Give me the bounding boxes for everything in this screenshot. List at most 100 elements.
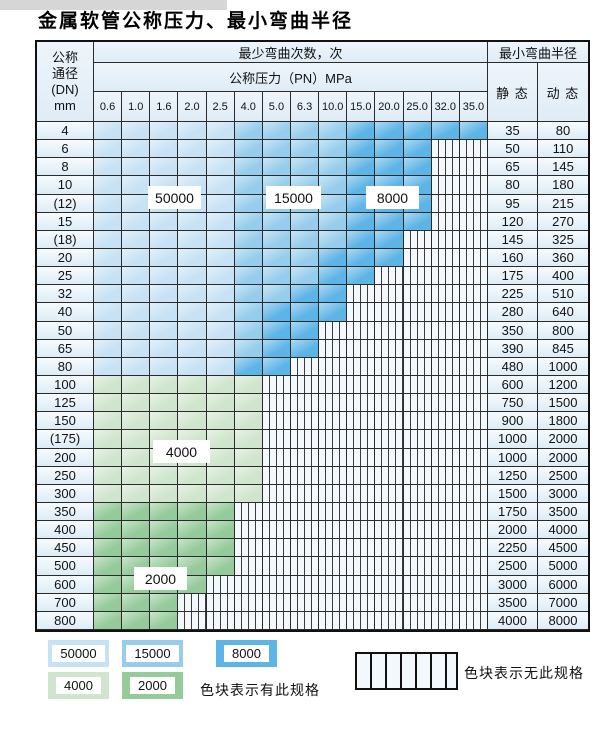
no-spec-cell [403,248,432,268]
no-spec-cell [375,575,404,594]
spec-cell [206,158,235,177]
spec-cell [150,212,179,231]
pressure-tick: 0.6 [94,92,123,122]
no-spec-cell [431,448,460,467]
no-spec-cell [403,502,432,522]
dynamic-value-cell: 325 [537,230,588,249]
spec-cell [94,448,123,467]
no-spec-cell [347,466,376,485]
no-spec-cell [290,539,320,558]
spec-cell [234,394,263,413]
no-spec-cell [262,412,291,431]
dynamic-value-cell: 6000 [537,575,588,594]
no-spec-cell [319,466,348,485]
no-spec-cell [262,430,291,449]
dn-cell: 300 [37,484,94,503]
no-spec-cell [262,557,291,576]
spec-cell [122,539,151,558]
dynamic-value-cell: 845 [537,339,588,358]
spec-cell [403,158,432,177]
cycle-count-label: 2000 [134,567,187,590]
spec-cell [206,140,235,159]
spec-cell [122,430,151,449]
no-spec-cell [234,539,263,558]
dynamic-value-cell: 1000 [537,357,588,376]
no-spec-cell [206,593,235,612]
no-spec-cell [290,430,320,449]
legend-swatch: 50000 [48,640,109,667]
spec-cell [94,466,123,485]
spec-cell [150,394,179,413]
spec-cell [206,466,235,485]
no-spec-cell [319,321,348,340]
spec-cell [178,539,207,558]
spec-cell [94,484,123,503]
no-spec-cell [290,357,320,376]
spec-cell [122,140,151,159]
spec-cell [375,122,404,141]
dynamic-value-cell: 270 [537,212,588,231]
no-spec-cell [375,375,404,395]
no-spec-cell [403,593,432,612]
spec-cell [178,484,207,503]
static-value-cell: 1500 [487,484,538,503]
static-value-cell: 120 [487,212,538,231]
spec-cell [290,140,320,159]
dn-cell: 65 [37,339,94,358]
pressure-tick: 15.0 [347,92,376,122]
static-value-cell: 1250 [487,466,538,485]
cycle-count-label: 50000 [148,186,201,209]
spec-cell [94,593,123,612]
spec-cell [403,212,432,231]
spec-cell [94,521,123,540]
no-spec-cell [347,394,376,413]
no-spec-cell [375,394,404,413]
no-spec-cell [234,521,263,540]
legend-no-spec-swatch [355,652,458,690]
no-spec-cell [234,502,263,522]
no-spec-cell [459,339,488,358]
static-value-cell: 600 [487,375,538,395]
legend-has-spec-text: 色块表示有此规格 [200,682,320,698]
spec-cell [150,230,179,249]
spec-cell [206,430,235,449]
spec-cell [178,267,207,286]
static-value-cell: 900 [487,412,538,431]
spec-cell [178,412,207,431]
dn-cell: 125 [37,394,94,413]
no-spec-cell [375,611,404,630]
spec-cell [262,357,291,376]
spec-cell [262,230,291,249]
no-spec-cell [403,375,432,395]
spec-cell [234,430,263,449]
static-value-cell: 175 [487,267,538,286]
dn-cell: 600 [37,575,94,594]
spec-cell [206,484,235,503]
spec-cell [319,212,348,231]
no-spec-cell [375,357,404,376]
no-spec-cell [234,557,263,576]
static-value-cell: 1000 [487,448,538,467]
dn-header-line: mm [54,97,76,113]
spec-cell [234,448,263,467]
dynamic-value-cell: 7000 [537,593,588,612]
no-spec-cell [403,611,432,630]
spec-cell [347,122,376,141]
no-spec-cell [319,357,348,376]
spec-cell [122,394,151,413]
dn-cell: 32 [37,285,94,304]
dn-cell: 4 [37,122,94,141]
static-value-cell: 2000 [487,521,538,540]
dn-cell: 400 [37,521,94,540]
no-spec-cell [234,593,263,612]
no-spec-cell [459,248,488,268]
dynamic-value-cell: 145 [537,158,588,177]
spec-cell [234,375,263,395]
no-spec-cell [319,575,348,594]
dn-cell: (12) [37,194,94,213]
spec-cell [234,230,263,249]
spec-cell [206,248,235,268]
spec-cell [150,593,179,612]
no-spec-cell [347,430,376,449]
no-spec-cell [290,394,320,413]
